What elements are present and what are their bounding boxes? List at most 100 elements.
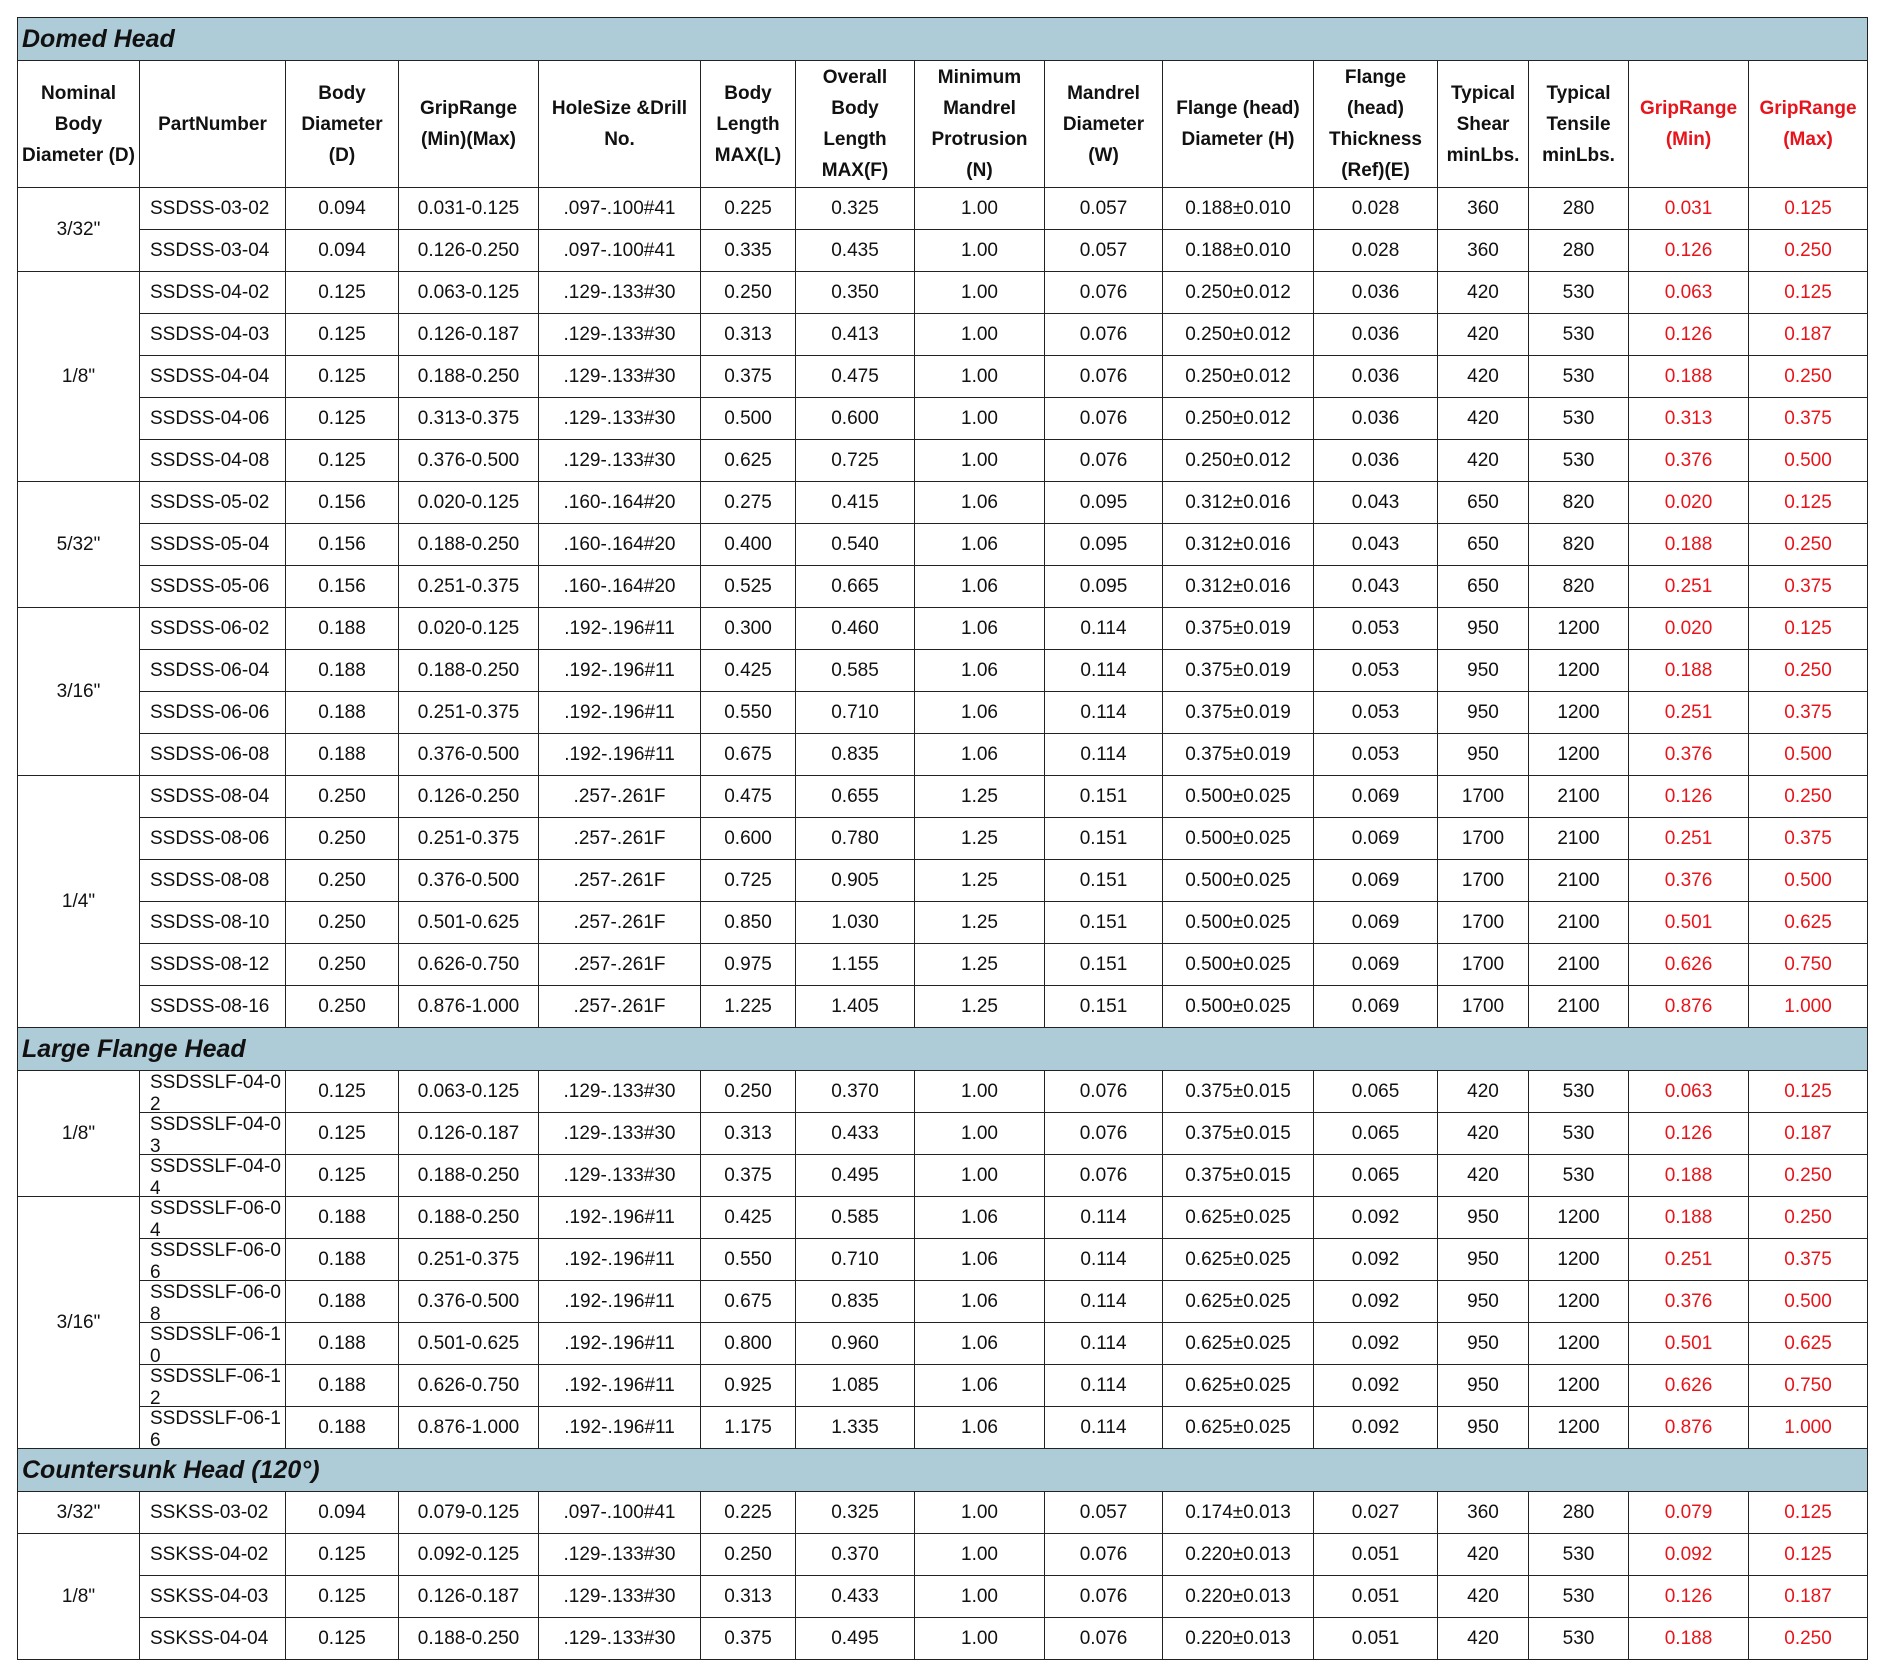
cell: 0.051 <box>1313 1617 1438 1660</box>
column-header: Body Length MAX(L) <box>700 60 796 188</box>
cell: 0.780 <box>795 817 915 860</box>
cell: 0.413 <box>795 313 915 356</box>
cell: 0.126 <box>1628 1575 1749 1618</box>
cell: 0.433 <box>795 1575 915 1618</box>
cell: 950 <box>1437 1238 1529 1281</box>
cell: 420 <box>1437 1070 1529 1113</box>
cell: 1200 <box>1528 607 1629 650</box>
cell: 0.031 <box>1628 187 1749 230</box>
cell: 0.188-0.250 <box>398 649 539 692</box>
cell: 530 <box>1528 1112 1629 1155</box>
cell: 0.188-0.250 <box>398 1196 539 1239</box>
cell: 1.06 <box>914 691 1045 734</box>
cell: 0.114 <box>1044 1322 1163 1365</box>
part-number: SSDSSLF-06-10 <box>139 1322 286 1365</box>
cell: 0.975 <box>700 943 796 986</box>
cell: 0.250±0.012 <box>1162 271 1314 314</box>
part-number-text: SSDSS-04-06 <box>150 407 270 429</box>
cell: 420 <box>1437 1112 1529 1155</box>
cell: 0.375±0.019 <box>1162 691 1314 734</box>
column-header: Typical Tensile minLbs. <box>1528 60 1629 188</box>
cell: 0.092 <box>1313 1406 1438 1449</box>
cell: 0.251 <box>1628 1238 1749 1281</box>
cell: 0.415 <box>795 481 915 524</box>
cell: 0.076 <box>1044 1154 1163 1197</box>
cell: 0.376-0.500 <box>398 859 539 902</box>
cell: 0.092 <box>1313 1364 1438 1407</box>
cell: 0.250 <box>1747 1154 1869 1197</box>
data-row: SSDSS-04-03 0.125 0.126-0.187.129-.133#30 0… <box>18 313 1869 356</box>
part-number-text: SSDSS-08-16 <box>150 995 270 1017</box>
cell: 530 <box>1528 1575 1629 1618</box>
nominal-diameter: 3/32" <box>17 1491 140 1534</box>
cell: 0.114 <box>1044 1280 1163 1323</box>
data-row: SSDSS-03-04 0.094 0.126-0.250.097-.100#41 0… <box>18 229 1869 272</box>
cell: 0.069 <box>1313 943 1438 986</box>
cell: 0.036 <box>1313 397 1438 440</box>
cell: 530 <box>1528 1070 1629 1113</box>
part-number: SSDSSLF-06-08 <box>139 1280 286 1323</box>
cell: 0.076 <box>1044 439 1163 482</box>
cell: 1.00 <box>914 1533 1045 1576</box>
cell: 820 <box>1528 523 1629 566</box>
data-row: SSDSSLF-06-16 0.188 0.876-1.000.192-.196#1… <box>18 1406 1869 1449</box>
cell: 650 <box>1437 523 1529 566</box>
cell: 0.325 <box>795 187 915 230</box>
column-header: GripRange (Min) <box>1628 60 1749 188</box>
cell: 1.25 <box>914 985 1045 1028</box>
cell: 530 <box>1528 355 1629 398</box>
cell: 1.06 <box>914 1238 1045 1281</box>
cell: 0.151 <box>1044 901 1163 944</box>
cell: 0.251-0.375 <box>398 817 539 860</box>
data-row: SSDSS-04-06 0.125 0.313-0.375.129-.133#30 0… <box>18 397 1869 440</box>
cell: 0.220±0.013 <box>1162 1617 1314 1660</box>
part-number-text: SSDSS-06-02 <box>150 617 270 639</box>
cell: 1200 <box>1528 691 1629 734</box>
cell: 0.092 <box>1313 1196 1438 1239</box>
part-number-text: SSDSSLF-06-10 <box>150 1323 281 1364</box>
nominal-diameter: 3/16" <box>17 1196 140 1449</box>
cell: .192-.196#11 <box>538 1280 701 1323</box>
cell: 1.00 <box>914 313 1045 356</box>
cell: 0.053 <box>1313 733 1438 776</box>
cell: 0.376-0.500 <box>398 733 539 776</box>
cell: 0.376 <box>1628 1280 1749 1323</box>
cell: 0.126-0.187 <box>398 1575 539 1618</box>
cell: 0.125 <box>1747 1491 1869 1534</box>
cell: 950 <box>1437 649 1529 692</box>
cell: .160-.164#20 <box>538 565 701 608</box>
cell: 0.069 <box>1313 901 1438 944</box>
cell: 0.076 <box>1044 1070 1163 1113</box>
cell: .129-.133#30 <box>538 271 701 314</box>
cell: 0.550 <box>700 1238 796 1281</box>
cell: 650 <box>1437 481 1529 524</box>
cell: 0.053 <box>1313 649 1438 692</box>
cell: 0.475 <box>795 355 915 398</box>
cell: .129-.133#30 <box>538 1575 701 1618</box>
cell: .129-.133#30 <box>538 1070 701 1113</box>
section-title: Countersunk Head (120°) <box>16 1448 1869 1492</box>
cell: 0.710 <box>795 1238 915 1281</box>
cell: 0.125 <box>285 271 399 314</box>
cell: 420 <box>1437 1575 1529 1618</box>
cell: 1.25 <box>914 859 1045 902</box>
cell: 0.151 <box>1044 985 1163 1028</box>
cell: 0.250 <box>1747 775 1869 818</box>
cell: 0.350 <box>795 271 915 314</box>
part-number-text: SSDSS-05-02 <box>150 491 270 513</box>
cell: .192-.196#11 <box>538 1364 701 1407</box>
cell: 1.00 <box>914 1112 1045 1155</box>
cell: 0.626-0.750 <box>398 1364 539 1407</box>
cell: 0.069 <box>1313 775 1438 818</box>
cell: 0.156 <box>285 523 399 566</box>
cell: 0.188 <box>285 1322 399 1365</box>
column-header: Mandrel Diameter (W) <box>1044 60 1163 188</box>
cell: 0.057 <box>1044 1491 1163 1534</box>
part-number-text: SSDSSLF-04-04 <box>150 1155 281 1196</box>
part-number: SSDSSLF-06-06 <box>139 1238 286 1281</box>
cell: 0.095 <box>1044 481 1163 524</box>
cell: 1.25 <box>914 817 1045 860</box>
cell: 820 <box>1528 565 1629 608</box>
column-header: Overall Body Length MAX(F) <box>795 60 915 188</box>
part-number: SSDSS-08-04 <box>139 775 286 818</box>
